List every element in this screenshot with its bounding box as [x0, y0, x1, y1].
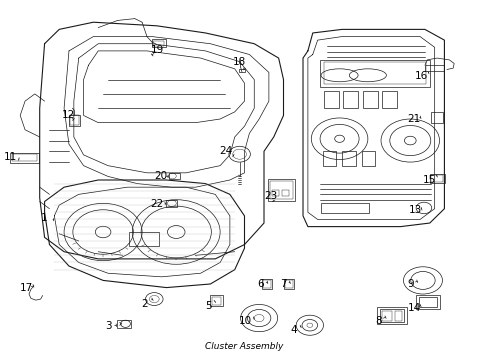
Bar [271, 190, 279, 196]
Text: 13: 13 [407, 206, 421, 216]
Bar [269, 181, 293, 199]
Bar [429, 174, 445, 183]
Text: 4: 4 [289, 325, 296, 335]
Bar [361, 151, 374, 166]
Text: 24: 24 [219, 146, 232, 156]
Text: 14: 14 [407, 303, 420, 314]
Text: 19: 19 [151, 45, 164, 55]
Text: 1: 1 [41, 213, 48, 222]
Bar [210, 296, 222, 306]
Bar [169, 173, 180, 179]
Bar [320, 60, 429, 87]
Text: 23: 23 [264, 191, 277, 201]
Text: 3: 3 [105, 321, 112, 331]
Text: 7: 7 [280, 279, 286, 289]
Bar [263, 280, 270, 288]
Text: 15: 15 [422, 175, 435, 185]
Text: 2: 2 [141, 299, 147, 309]
Bar [281, 190, 288, 196]
Bar [10, 153, 39, 163]
Bar [381, 311, 391, 320]
Bar [285, 280, 292, 288]
Bar [362, 91, 377, 108]
Bar [69, 115, 80, 126]
Bar [430, 112, 442, 123]
Bar [424, 64, 444, 71]
Bar [324, 91, 338, 108]
Bar [430, 175, 443, 182]
Text: 9: 9 [406, 279, 413, 289]
Text: 21: 21 [407, 114, 420, 124]
Bar [394, 311, 401, 320]
Bar [415, 296, 439, 309]
Text: 16: 16 [413, 71, 427, 81]
Bar [117, 320, 131, 328]
Bar [341, 151, 355, 166]
Text: 18: 18 [232, 57, 246, 67]
Bar [376, 307, 407, 324]
Text: 10: 10 [239, 316, 251, 325]
Bar [12, 154, 37, 161]
Bar [261, 279, 272, 289]
Text: 22: 22 [150, 199, 163, 210]
Bar [320, 203, 368, 213]
Bar [379, 309, 404, 322]
Bar [238, 69, 245, 72]
Bar [324, 62, 426, 84]
Bar [418, 297, 436, 307]
Bar [382, 91, 396, 108]
Bar [211, 297, 220, 305]
Text: 12: 12 [61, 111, 75, 121]
Bar [152, 40, 165, 47]
Text: 17: 17 [20, 283, 33, 293]
Text: Cluster Assembly: Cluster Assembly [205, 342, 283, 351]
Bar [129, 232, 158, 246]
Bar [70, 116, 79, 126]
Text: 8: 8 [374, 316, 381, 325]
Bar [322, 151, 335, 166]
Text: 6: 6 [257, 279, 264, 289]
Text: 20: 20 [154, 171, 167, 181]
Text: 11: 11 [4, 152, 17, 162]
Bar [166, 200, 177, 207]
Text: 5: 5 [204, 301, 211, 311]
Bar [283, 279, 294, 289]
Bar [267, 179, 294, 201]
Bar [153, 41, 163, 46]
Bar [343, 91, 357, 108]
